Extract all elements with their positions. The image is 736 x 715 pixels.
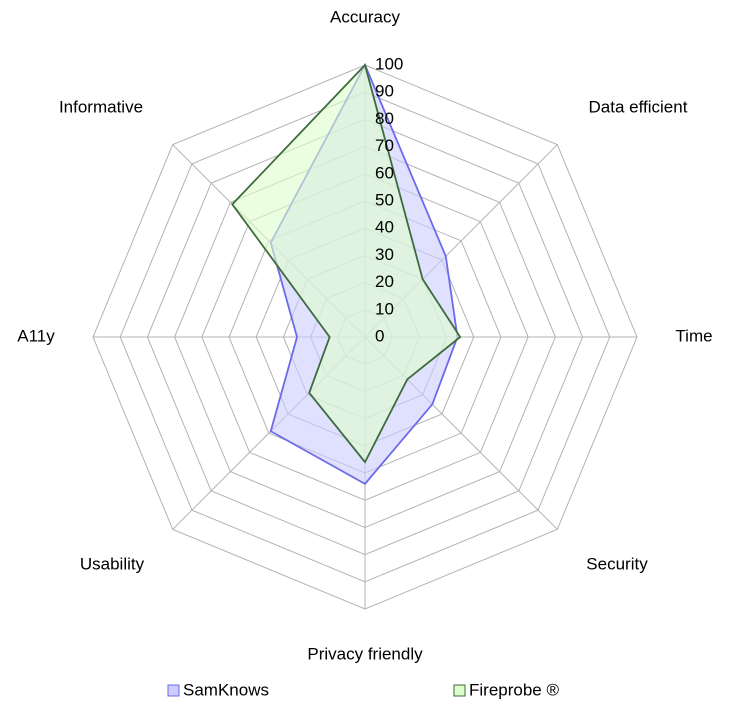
category-label: Informative xyxy=(59,97,143,116)
category-label: Data efficient xyxy=(589,97,688,116)
r-tick-label: 0 xyxy=(375,326,384,345)
category-label: Time xyxy=(675,326,712,345)
legend-label: Fireprobe ® xyxy=(469,680,559,699)
r-tick-label: 30 xyxy=(375,245,394,264)
category-label: Accuracy xyxy=(330,7,400,26)
r-tick-label: 60 xyxy=(375,163,394,182)
r-tick-label: 80 xyxy=(375,109,394,128)
category-label: Usability xyxy=(80,554,145,573)
r-tick-label: 70 xyxy=(375,136,394,155)
legend-label: SamKnows xyxy=(183,680,269,699)
category-label: Privacy friendly xyxy=(307,644,423,663)
legend-swatch xyxy=(167,684,180,697)
legend-swatch xyxy=(453,684,466,697)
r-tick-label: 90 xyxy=(375,82,394,101)
r-tick-label: 50 xyxy=(375,190,394,209)
r-tick-label: 100 xyxy=(375,54,403,73)
r-tick-label: 10 xyxy=(375,299,394,318)
r-tick-label: 20 xyxy=(375,272,394,291)
r-tick-label: 40 xyxy=(375,218,394,237)
series-area xyxy=(231,63,462,464)
category-label: Security xyxy=(586,554,648,573)
category-label: A11y xyxy=(17,326,55,345)
